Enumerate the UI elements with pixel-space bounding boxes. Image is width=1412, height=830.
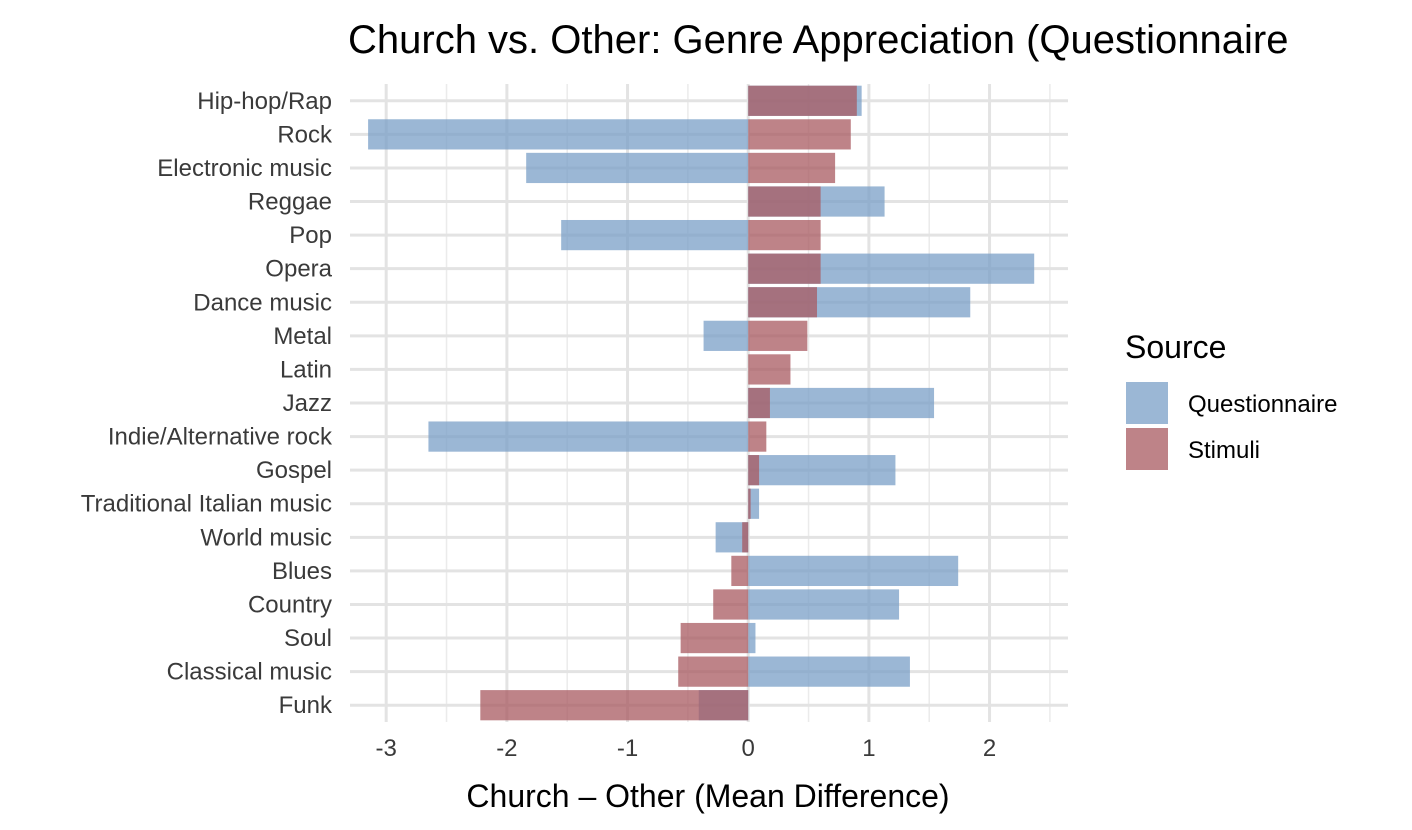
bar-questionnaire-4 <box>561 219 749 251</box>
x-tick-label: 1 <box>862 735 875 762</box>
legend-swatch-questionnaire <box>1126 382 1168 424</box>
category-label: Classical music <box>167 659 332 686</box>
bar-stimuli-8 <box>748 354 791 385</box>
legend-swatch-stimuli <box>1126 428 1168 470</box>
bar-stimuli-15 <box>713 589 749 620</box>
chart-title: Church vs. Other: Genre Appreciation (Qu… <box>348 18 1288 62</box>
bar-stimuli-1 <box>748 119 851 150</box>
category-label: Jazz <box>283 390 332 417</box>
bar-stimuli-16 <box>680 622 749 654</box>
x-tick-label: -1 <box>617 735 638 762</box>
bar-questionnaire-17 <box>748 656 910 687</box>
bar-stimuli-18 <box>480 690 749 721</box>
bar-stimuli-13 <box>742 522 749 553</box>
bar-stimuli-5 <box>748 253 821 284</box>
bar-stimuli-4 <box>748 219 821 251</box>
category-label: Pop <box>289 222 332 249</box>
legend-label-questionnaire: Questionnaire <box>1188 391 1337 418</box>
plot-bars <box>368 85 1035 721</box>
category-label: Dance music <box>193 289 332 316</box>
bar-stimuli-10 <box>748 421 767 452</box>
bar-stimuli-3 <box>748 186 821 217</box>
bar-stimuli-9 <box>748 387 770 419</box>
bar-questionnaire-7 <box>703 320 749 351</box>
bar-questionnaire-10 <box>428 421 749 452</box>
bar-questionnaire-12 <box>748 488 760 519</box>
bar-questionnaire-15 <box>748 589 900 620</box>
legend: Source Questionnaire Stimuli <box>1125 329 1337 470</box>
category-label: Indie/Alternative rock <box>108 424 333 451</box>
x-tick-label: 2 <box>983 735 996 762</box>
category-label: Soul <box>284 625 332 652</box>
bar-questionnaire-16 <box>748 622 756 654</box>
bar-questionnaire-14 <box>748 555 959 587</box>
bar-stimuli-12 <box>748 488 751 519</box>
bar-stimuli-11 <box>748 455 760 486</box>
bar-stimuli-14 <box>731 555 749 587</box>
category-label: Latin <box>280 356 332 383</box>
bar-stimuli-6 <box>748 287 818 318</box>
bar-stimuli-7 <box>748 320 808 351</box>
category-label: Metal <box>273 323 332 350</box>
category-label: Opera <box>265 256 332 283</box>
legend-title: Source <box>1125 329 1226 365</box>
category-label: World music <box>200 524 332 551</box>
x-tick-label: -3 <box>376 735 397 762</box>
bar-questionnaire-1 <box>368 119 749 150</box>
category-label: Blues <box>272 558 332 585</box>
legend-label-stimuli: Stimuli <box>1188 437 1260 464</box>
x-tick-label: 0 <box>742 735 755 762</box>
bar-questionnaire-11 <box>748 455 896 486</box>
category-label: Hip-hop/Rap <box>197 88 332 115</box>
category-label: Traditional Italian music <box>81 491 332 518</box>
category-label: Reggae <box>248 189 332 216</box>
category-label: Gospel <box>256 457 332 484</box>
category-label: Rock <box>277 121 333 148</box>
bar-questionnaire-9 <box>748 387 935 419</box>
bar-stimuli-2 <box>748 152 836 184</box>
category-label: Electronic music <box>157 155 332 182</box>
bar-stimuli-17 <box>678 656 749 687</box>
category-label: Country <box>248 591 332 618</box>
bar-questionnaire-2 <box>526 152 749 184</box>
category-label: Funk <box>279 692 333 719</box>
x-tick-labels: -3 -2 -1 0 1 2 <box>376 735 997 762</box>
x-axis-title: Church – Other (Mean Difference) <box>466 778 949 814</box>
bar-stimuli-0 <box>748 85 857 116</box>
category-labels: Hip-hop/Rap Rock Electronic music Reggae Pop… <box>81 88 333 719</box>
x-tick-label: -2 <box>496 735 517 762</box>
